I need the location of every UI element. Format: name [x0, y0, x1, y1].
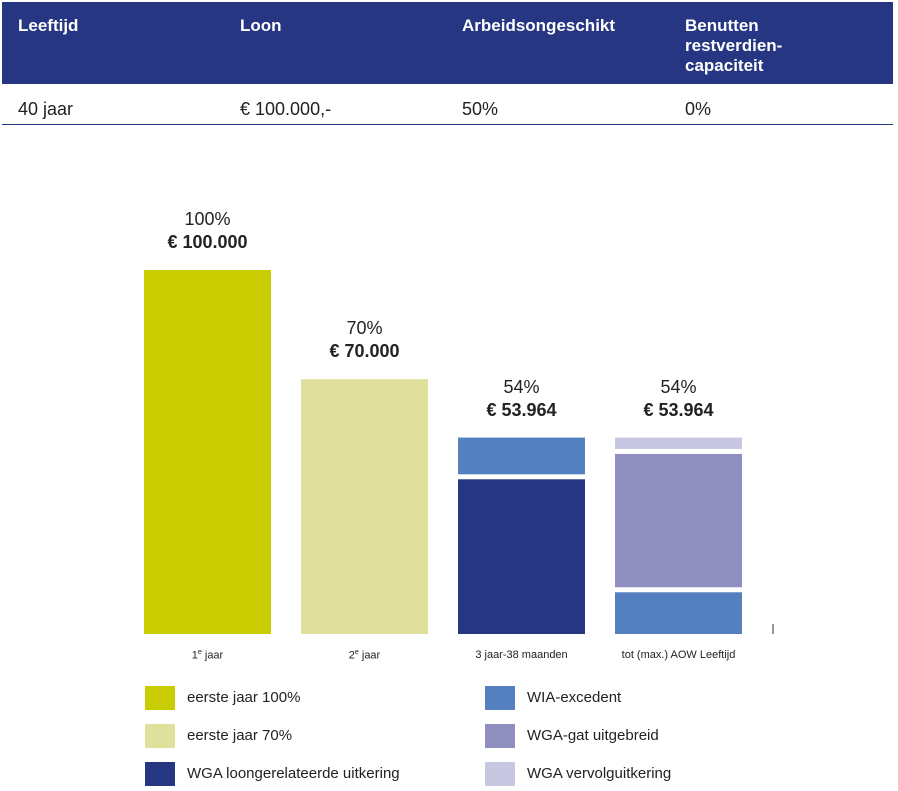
legend-swatch	[145, 762, 175, 786]
bar-4-percent: 54%	[660, 376, 697, 397]
cell-restverdiencapaciteit: 0%	[685, 99, 712, 119]
header-loon: Loon	[240, 16, 282, 35]
table-header: Leeftijd Loon Arbeidsongeschikt Benutten…	[2, 2, 893, 84]
bar-1-amount: € 100.000	[167, 232, 248, 252]
legend-swatch	[145, 686, 175, 710]
cell-arbeidsongeschikt: 50%	[462, 99, 499, 119]
x-tick-label-3: 3 jaar-38 maanden	[475, 649, 568, 661]
bar-3-amount: € 53.964	[486, 399, 557, 420]
legend-swatch	[485, 762, 515, 786]
legend-swatch	[485, 686, 515, 710]
bar-1-percent: 100%	[184, 209, 231, 229]
cell-leeftijd: 40 jaar	[18, 99, 74, 119]
legend-label: eerste jaar 100%	[187, 689, 301, 706]
legend-label: eerste jaar 70%	[187, 727, 293, 744]
header-restverdiencapaciteit: Benutten restverdien-capaciteit	[685, 16, 783, 75]
legend-label: WGA loongerelateerde uitkering	[187, 765, 400, 782]
bar-3-total-label: 54% € 53.964	[442, 376, 602, 422]
legend-label: WGA-gat uitgebreid	[527, 727, 659, 744]
x-tick-label-1: 1e jaar	[191, 649, 224, 662]
bar-1-total-label: 100% € 100.000	[128, 208, 288, 254]
cell-loon: € 100.000,-	[240, 99, 332, 119]
legend-swatch	[145, 724, 175, 748]
bar-4-segment-5	[615, 453, 742, 588]
legend-label: WGA vervolguitkering	[527, 765, 672, 782]
legend-label: WIA-excedent	[527, 689, 622, 706]
bar-3-percent: 54%	[503, 376, 540, 397]
bar-2-percent: 70%	[346, 318, 383, 339]
bar-4-segment-4	[615, 592, 742, 634]
bar-4-total-label: 54% € 53.964	[599, 376, 759, 422]
x-tick-label-2: 2e jaar	[348, 649, 381, 662]
bar-1-segment-1	[144, 270, 271, 634]
bar-3-segment-3	[458, 479, 585, 634]
legend-swatch	[485, 724, 515, 748]
bar-2-total-label: 70% € 70.000	[285, 317, 445, 363]
header-leeftijd: Leeftijd	[18, 16, 79, 35]
header-arbeidsongeschikt: Arbeidsongeschikt	[462, 16, 616, 35]
bar-2-segment-2	[301, 379, 428, 634]
x-tick-label-4: tot (max.) AOW Leeftijd	[621, 649, 736, 661]
table-row: 40 jaar € 100.000,- 50% 0%	[2, 84, 893, 125]
bar-4-amount: € 53.964	[643, 399, 714, 420]
bar-3-segment-4	[458, 437, 585, 475]
bar-2-amount: € 70.000	[329, 341, 400, 362]
bar-4-segment-6	[615, 437, 742, 449]
